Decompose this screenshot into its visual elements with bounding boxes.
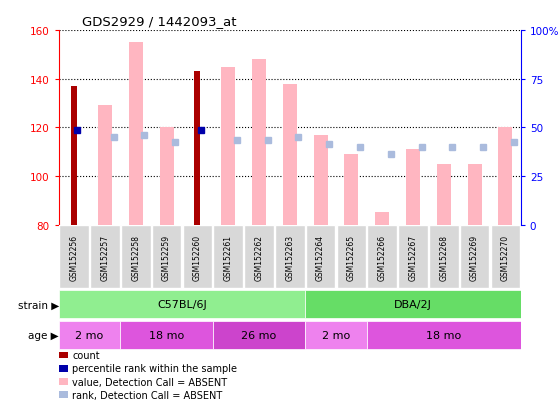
FancyBboxPatch shape [121, 226, 151, 288]
FancyBboxPatch shape [59, 322, 120, 349]
FancyBboxPatch shape [244, 226, 274, 288]
Text: 18 mo: 18 mo [149, 330, 184, 341]
Text: age ▶: age ▶ [28, 330, 59, 341]
Bar [98, 106, 112, 225]
Text: GSM152257: GSM152257 [100, 234, 110, 280]
FancyBboxPatch shape [213, 226, 243, 288]
Bar [252, 60, 266, 225]
FancyBboxPatch shape [120, 322, 213, 349]
Bar [221, 67, 235, 225]
FancyBboxPatch shape [429, 226, 459, 288]
FancyBboxPatch shape [337, 226, 366, 288]
Text: C57BL/6J: C57BL/6J [157, 299, 207, 310]
FancyBboxPatch shape [213, 322, 305, 349]
Text: GSM152266: GSM152266 [377, 234, 387, 280]
Text: GSM152259: GSM152259 [162, 234, 171, 280]
Text: GSM152262: GSM152262 [254, 234, 264, 280]
FancyBboxPatch shape [59, 226, 89, 288]
Text: 26 mo: 26 mo [241, 330, 277, 341]
FancyBboxPatch shape [460, 226, 489, 288]
Text: GSM152263: GSM152263 [285, 234, 295, 280]
FancyBboxPatch shape [305, 291, 521, 318]
Bar [129, 43, 143, 225]
Text: GSM152268: GSM152268 [439, 234, 449, 280]
Text: GSM152267: GSM152267 [408, 234, 418, 280]
FancyBboxPatch shape [305, 322, 367, 349]
Text: strain ▶: strain ▶ [17, 299, 59, 310]
Bar [375, 213, 389, 225]
Bar [314, 135, 328, 225]
Text: DBA/2J: DBA/2J [394, 299, 432, 310]
Text: percentile rank within the sample: percentile rank within the sample [72, 363, 237, 373]
Text: GSM152256: GSM152256 [69, 234, 79, 280]
Bar [283, 84, 297, 225]
Bar [194, 72, 200, 225]
Text: GSM152270: GSM152270 [501, 234, 510, 280]
Text: value, Detection Call = ABSENT: value, Detection Call = ABSENT [72, 377, 227, 387]
Text: rank, Detection Call = ABSENT: rank, Detection Call = ABSENT [72, 390, 222, 400]
FancyBboxPatch shape [367, 322, 521, 349]
FancyBboxPatch shape [306, 226, 335, 288]
Bar [437, 164, 451, 225]
FancyBboxPatch shape [367, 226, 397, 288]
Text: count: count [72, 350, 100, 360]
Text: 18 mo: 18 mo [426, 330, 461, 341]
Text: GSM152260: GSM152260 [193, 234, 202, 280]
FancyBboxPatch shape [183, 226, 212, 288]
Bar [468, 164, 482, 225]
FancyBboxPatch shape [398, 226, 428, 288]
Bar [71, 87, 77, 225]
Text: GSM152261: GSM152261 [223, 234, 233, 280]
Text: GSM152264: GSM152264 [316, 234, 325, 280]
Bar [344, 155, 358, 225]
Text: 2 mo: 2 mo [322, 330, 350, 341]
FancyBboxPatch shape [90, 226, 120, 288]
Bar [498, 128, 512, 225]
Bar [406, 150, 420, 225]
FancyBboxPatch shape [59, 291, 305, 318]
Bar [160, 128, 174, 225]
Text: 2 mo: 2 mo [76, 330, 104, 341]
Text: GDS2929 / 1442093_at: GDS2929 / 1442093_at [82, 15, 236, 28]
FancyBboxPatch shape [491, 226, 520, 288]
Text: GSM152258: GSM152258 [131, 234, 141, 280]
FancyBboxPatch shape [275, 226, 305, 288]
FancyBboxPatch shape [152, 226, 181, 288]
Text: GSM152269: GSM152269 [470, 234, 479, 280]
Text: GSM152265: GSM152265 [347, 234, 356, 280]
